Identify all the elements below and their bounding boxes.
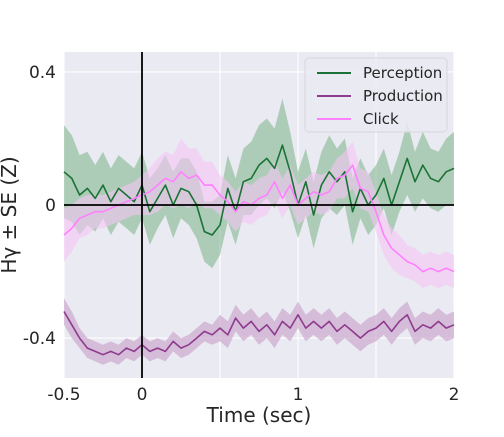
legend: Perception Production Click [304, 57, 448, 133]
legend-label-perception: Perception [363, 64, 442, 82]
y-tick-label: 0 [45, 196, 56, 216]
line-click [63, 164, 455, 273]
legend-label-production: Production [363, 87, 443, 105]
x-tick-label: 0 [137, 385, 148, 405]
legend-box [304, 57, 448, 133]
line-perception [63, 144, 455, 236]
y-tick-label: 0.4 [29, 63, 56, 83]
line-production [63, 311, 455, 356]
x-tick-label: -0.5 [47, 385, 80, 405]
legend-label-click: Click [363, 110, 399, 128]
y-tick-label: -0.4 [23, 329, 56, 349]
y-axis-title: Hγ ± SE (Z) [0, 156, 21, 273]
x-tick-label: 2 [449, 385, 460, 405]
x-axis-title: Time (sec) [206, 403, 312, 427]
tick-labels: -0.5 0 1 2 0.4 0 -0.4 [23, 63, 460, 405]
x-tick-label: 1 [293, 385, 304, 405]
reference-lines [64, 52, 454, 378]
series-lines [63, 144, 455, 356]
